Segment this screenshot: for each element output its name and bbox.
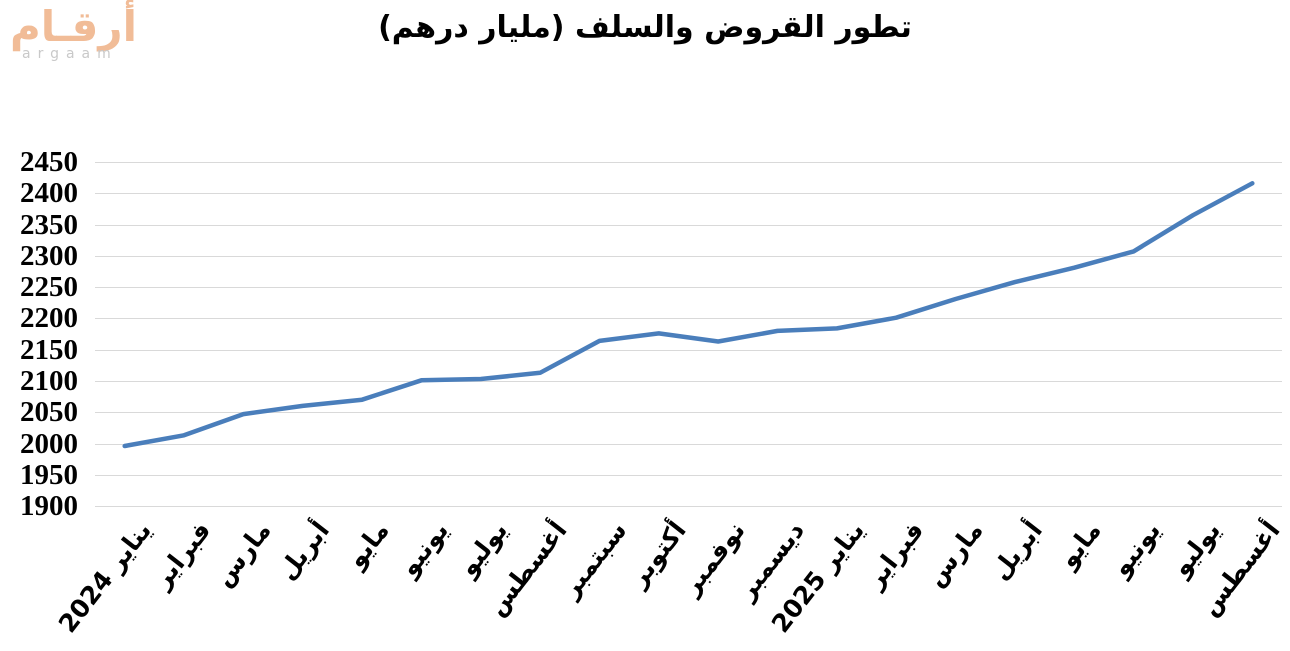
gridline (95, 380, 1282, 382)
x-tick-label: مارس (920, 516, 989, 592)
y-tick-label: 2300 (20, 239, 78, 272)
series-line (122, 181, 1255, 449)
logo-latin-text: argaam (22, 46, 118, 62)
y-tick-label: 2350 (20, 208, 78, 241)
x-tick-label: فبراير (147, 516, 217, 594)
y-tick-label: 2050 (20, 396, 78, 429)
y-tick-label: 1900 (20, 490, 78, 522)
y-tick-label: 2250 (20, 271, 78, 304)
x-tick-label: أبريل (272, 516, 336, 586)
y-tick-label: 1950 (20, 458, 78, 491)
gridline (95, 162, 1282, 163)
y-tick-label: 2000 (20, 427, 78, 460)
gridline (95, 318, 1282, 320)
x-tick-label: مايو (1053, 516, 1108, 574)
gridline (95, 255, 1282, 257)
x-tick-label: أبريل (984, 516, 1048, 586)
x-axis-labels: يناير 2024 فبراير مارس أبريل مايو يونيو يوليو أ… (53, 512, 1285, 651)
x-tick-label: يونيو (394, 516, 455, 582)
argaam-logo: أرقـام argaam (10, 2, 137, 63)
gridline (95, 349, 1282, 351)
y-tick-label: 2200 (20, 302, 78, 335)
y-tick-label: 2400 (20, 177, 78, 210)
gridline (95, 412, 1282, 414)
y-tick-label: 2450 (20, 146, 78, 178)
y-tick-label: 2150 (20, 333, 78, 366)
x-tick-label: يناير 2024 (53, 516, 158, 639)
x-tick-label: يونيو (1106, 516, 1167, 582)
x-tick-label: يوليو (1165, 516, 1226, 582)
gridline (95, 443, 1282, 445)
x-tick-label: مارس (207, 516, 277, 592)
gridline (95, 193, 1282, 195)
plot-area (95, 162, 1282, 507)
gridline (95, 287, 1282, 289)
x-tick-label: مايو (341, 516, 395, 574)
chart-title: تطور القروض والسلف (مليار درهم) (378, 10, 912, 45)
logo-arabic-text: أرقـام (10, 2, 137, 51)
x-tick-label: فبراير (859, 516, 930, 594)
gridline (95, 474, 1282, 476)
line-chart (122, 181, 1255, 449)
gridline (95, 224, 1282, 226)
gridline (95, 506, 1282, 507)
y-axis-labels: 1900 1950 2000 2050 2100 2150 2200 2250 2300 2350… (0, 146, 78, 522)
y-tick-label: 2100 (20, 364, 78, 397)
